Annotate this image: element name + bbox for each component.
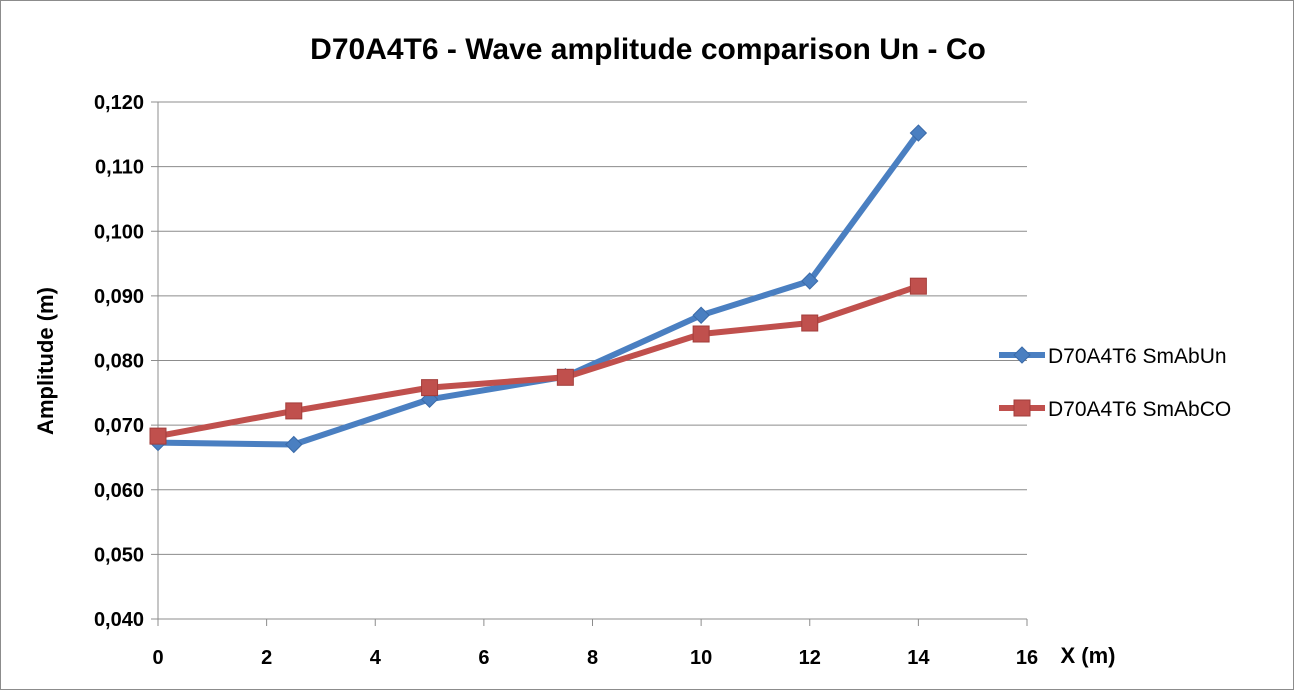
series-2-point xyxy=(556,368,574,386)
x-tick-label: 0 xyxy=(152,647,163,669)
y-tick-label: 0,080 xyxy=(94,351,144,373)
x-axis-title: X (m) xyxy=(1061,643,1116,668)
legend-label: D70A4T6 SmAbCO xyxy=(1048,398,1231,421)
legend: D70A4T6 SmAbUn D70A4T6 SmAbCO xyxy=(999,345,1231,421)
y-tick-label: 0,090 xyxy=(94,286,144,308)
legend-item-1: D70A4T6 SmAbUn xyxy=(999,345,1227,368)
axes xyxy=(151,101,1028,626)
x-tick-label: 12 xyxy=(799,647,821,669)
tick-labels: 0,040 0,050 0,060 0,070 0,080 0,090 0,100 0,110… xyxy=(94,92,1038,669)
y-tick-label: 0,120 xyxy=(94,92,144,114)
series-2 xyxy=(149,277,927,445)
x-tick-label: 10 xyxy=(690,647,712,669)
x-tick-label: 14 xyxy=(907,647,930,669)
gridlines xyxy=(158,101,1027,555)
series-2-point xyxy=(421,379,439,397)
legend-marker xyxy=(1013,346,1031,364)
y-tick-label: 0,110 xyxy=(95,157,144,179)
x-tick-label: 8 xyxy=(587,647,598,669)
series-2-point xyxy=(801,314,819,332)
series-1-point xyxy=(285,435,303,454)
legend-item-2: D70A4T6 SmAbCO xyxy=(999,398,1231,421)
series-1 xyxy=(149,124,928,454)
x-tick-label: 4 xyxy=(370,647,382,669)
chart-title: D70A4T6 - Wave amplitude comparison Un -… xyxy=(310,33,986,66)
x-tick-label: 6 xyxy=(478,647,489,669)
x-tick-label: 16 xyxy=(1016,647,1038,669)
series-1-point xyxy=(909,124,928,142)
series-2-point xyxy=(909,277,927,295)
series-2-line xyxy=(155,283,922,440)
legend-label: D70A4T6 SmAbUn xyxy=(1048,345,1227,368)
y-tick-label: 0,050 xyxy=(94,544,144,566)
series-layer xyxy=(149,124,928,454)
series-1-point xyxy=(801,272,819,290)
y-tick-label: 0,040 xyxy=(94,609,144,631)
legend-marker xyxy=(1013,399,1031,417)
series-1-point xyxy=(692,306,710,324)
series-2-point xyxy=(285,402,303,420)
series-2-point xyxy=(149,427,167,445)
y-axis-title: Amplitude (m) xyxy=(33,287,58,435)
y-tick-label: 0,100 xyxy=(94,221,144,243)
y-tick-label: 0,060 xyxy=(94,480,144,502)
y-tick-label: 0,070 xyxy=(94,415,144,437)
x-tick-label: 2 xyxy=(261,647,272,669)
series-1-line xyxy=(155,130,922,448)
series-2-point xyxy=(692,325,710,343)
